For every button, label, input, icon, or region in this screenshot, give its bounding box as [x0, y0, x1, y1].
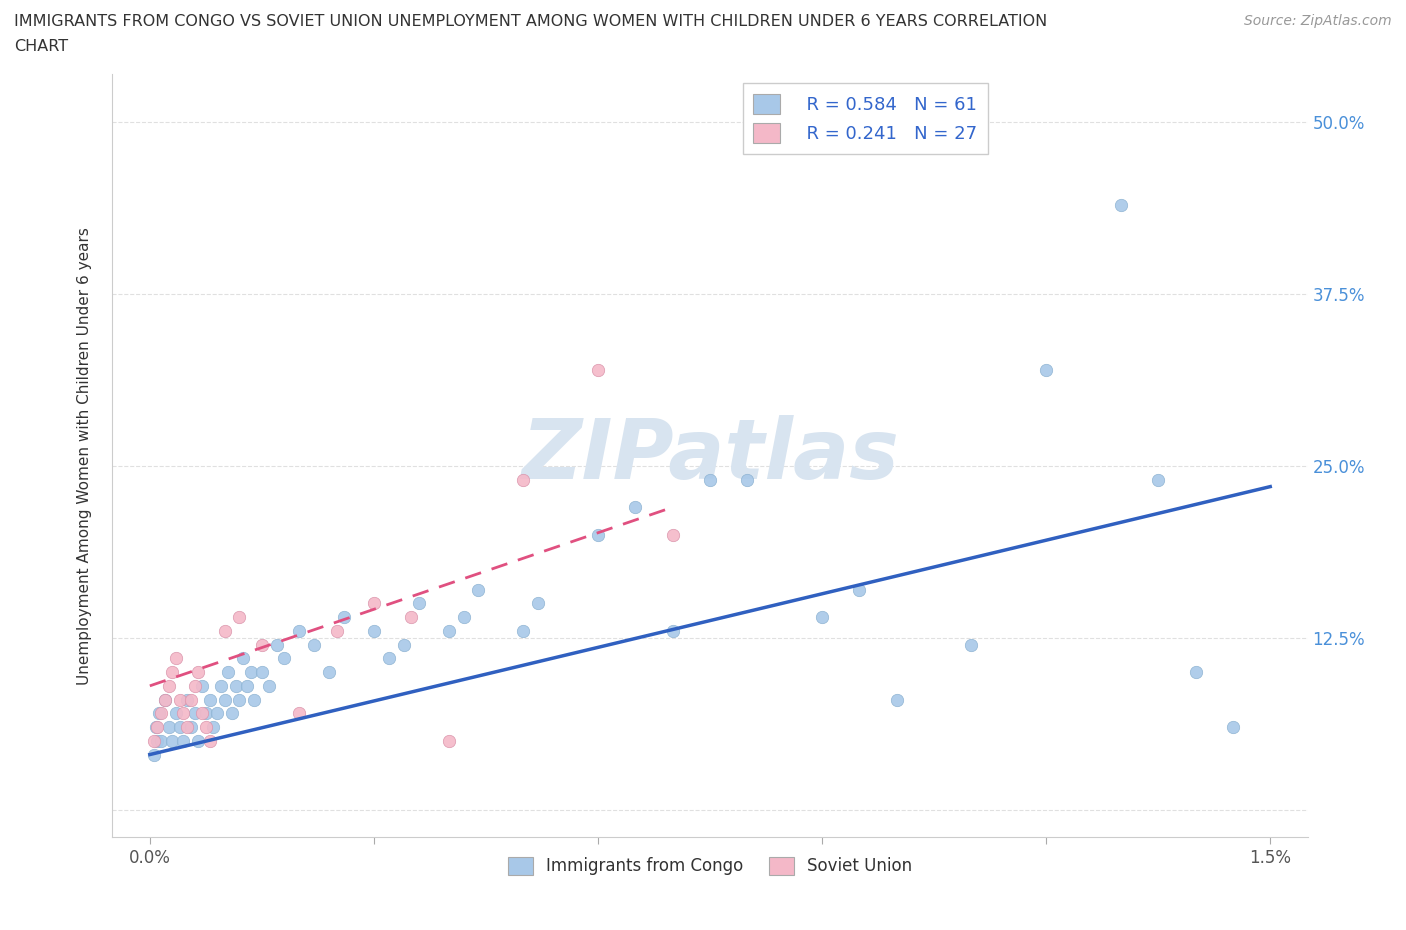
Point: [187, 734, 209, 749]
Point: [148, 706, 170, 721]
Point: [191, 678, 214, 693]
Point: [150, 734, 173, 749]
Y-axis label: Unemployment Among Women with Children Under 6 years: Unemployment Among Women with Children U…: [77, 227, 91, 684]
Point: [512, 472, 534, 487]
Point: [250, 665, 273, 680]
Point: [183, 706, 205, 721]
Point: [302, 637, 325, 652]
Point: [401, 610, 423, 625]
Point: [239, 665, 262, 680]
Point: [176, 692, 198, 707]
Point: [408, 596, 430, 611]
Point: [624, 499, 647, 514]
Point: [157, 678, 180, 693]
Point: [146, 734, 169, 749]
Text: Source: ZipAtlas.com: Source: ZipAtlas.com: [1244, 14, 1392, 28]
Point: [194, 720, 217, 735]
Text: CHART: CHART: [14, 39, 67, 54]
Point: [162, 665, 183, 680]
Point: [150, 706, 173, 721]
Text: ZIPatlas: ZIPatlas: [522, 415, 898, 497]
Point: [236, 678, 259, 693]
Point: [146, 720, 169, 735]
Point: [180, 720, 202, 735]
Point: [198, 734, 221, 749]
Point: [145, 720, 167, 735]
Point: [202, 720, 225, 735]
Point: [363, 596, 385, 611]
Point: [205, 706, 228, 721]
Point: [194, 706, 217, 721]
Point: [142, 747, 165, 762]
Point: [273, 651, 295, 666]
Point: [172, 734, 194, 749]
Text: IMMIGRANTS FROM CONGO VS SOVIET UNION UNEMPLOYMENT AMONG WOMEN WITH CHILDREN UND: IMMIGRANTS FROM CONGO VS SOVIET UNION UN…: [14, 14, 1047, 29]
Point: [325, 623, 347, 638]
Point: [586, 527, 609, 542]
Point: [228, 610, 250, 625]
Point: [243, 692, 266, 707]
Point: [378, 651, 401, 666]
Point: [225, 678, 247, 693]
Point: [288, 706, 311, 721]
Point: [221, 706, 243, 721]
Point: [187, 665, 209, 680]
Point: [392, 637, 415, 652]
Point: [527, 596, 550, 611]
Point: [228, 692, 250, 707]
Point: [288, 623, 311, 638]
Point: [183, 678, 205, 693]
Point: [960, 637, 983, 652]
Point: [1035, 363, 1057, 378]
Point: [153, 692, 176, 707]
Point: [437, 734, 460, 749]
Point: [165, 651, 187, 666]
Point: [1184, 665, 1206, 680]
Point: [437, 623, 460, 638]
Point: [886, 692, 908, 707]
Point: [453, 610, 475, 625]
Point: [214, 623, 236, 638]
Point: [661, 527, 683, 542]
Point: [250, 637, 273, 652]
Legend: Immigrants from Congo, Soviet Union: Immigrants from Congo, Soviet Union: [502, 850, 918, 882]
Point: [266, 637, 288, 652]
Point: [811, 610, 834, 625]
Point: [232, 651, 254, 666]
Point: [586, 363, 609, 378]
Point: [318, 665, 340, 680]
Point: [176, 720, 198, 735]
Point: [153, 692, 176, 707]
Point: [259, 678, 281, 693]
Point: [1147, 472, 1170, 487]
Point: [661, 623, 683, 638]
Point: [169, 720, 191, 735]
Point: [142, 734, 165, 749]
Point: [209, 678, 232, 693]
Point: [169, 692, 191, 707]
Point: [217, 665, 239, 680]
Point: [191, 706, 214, 721]
Point: [512, 623, 534, 638]
Point: [363, 623, 385, 638]
Point: [1109, 197, 1132, 212]
Point: [737, 472, 759, 487]
Point: [467, 582, 489, 597]
Point: [699, 472, 721, 487]
Point: [1222, 720, 1244, 735]
Point: [214, 692, 236, 707]
Point: [198, 692, 221, 707]
Point: [165, 706, 187, 721]
Point: [333, 610, 356, 625]
Point: [162, 734, 183, 749]
Point: [180, 692, 202, 707]
Point: [157, 720, 180, 735]
Point: [172, 706, 194, 721]
Point: [848, 582, 870, 597]
